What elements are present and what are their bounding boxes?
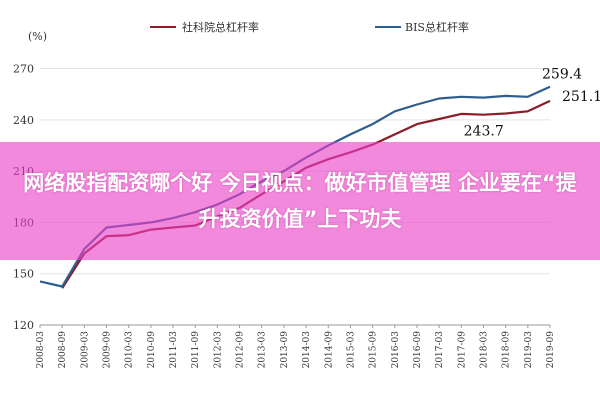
x-tick-label: 2008-09 <box>58 331 68 369</box>
x-tick-label: 2014-09 <box>324 331 334 369</box>
annotation-label: 259.4 <box>542 67 582 83</box>
legend-label-series-1: 社科院总杠杆率 <box>182 20 259 34</box>
x-tick-label: 2009-09 <box>103 331 113 369</box>
y-tick-label: 240 <box>13 114 34 127</box>
x-tick-label: 2009-03 <box>80 331 90 369</box>
x-tick-label: 2017-09 <box>457 331 467 369</box>
x-tick-label: 2010-03 <box>125 331 135 369</box>
x-tick-label: 2019-03 <box>524 331 534 369</box>
x-tick-label: 2012-09 <box>236 331 246 369</box>
legend: 社科院总杠杆率 BIS总杠杆率 <box>150 20 469 34</box>
y-unit-label: (%) <box>28 30 47 43</box>
x-tick-label: 2008-03 <box>36 331 46 369</box>
x-tick-label: 2016-03 <box>391 331 401 369</box>
x-tick-label: 2015-03 <box>346 331 356 369</box>
headline-text[interactable]: 网络股指配资哪个好 今日视点：做好市值管理 企业要在“提升投资价值”上下功夫 <box>23 171 577 231</box>
x-tick-label: 2012-03 <box>213 331 223 369</box>
annotation-label: 243.7 <box>464 124 504 140</box>
x-tick-label: 2011-09 <box>191 331 201 369</box>
y-tick-label: 270 <box>13 63 34 76</box>
x-tick-label: 2014-03 <box>302 331 312 369</box>
x-tick-label: 2016-09 <box>413 331 423 369</box>
annotation-layer: 259.4 251.1 243.7 <box>464 67 600 140</box>
x-tick-label: 2019-09 <box>546 331 556 369</box>
x-tick-label: 2017-03 <box>435 331 445 369</box>
legend-label-series-2: BIS总杠杆率 <box>405 20 469 34</box>
y-tick-label: 120 <box>13 319 34 332</box>
x-tick-label: 2013-03 <box>258 331 268 369</box>
x-tick-label: 2018-09 <box>502 331 512 369</box>
x-tick-label: 2011-03 <box>169 331 179 369</box>
x-tick-label: 2015-09 <box>369 331 379 369</box>
annotation-label: 251.1 <box>562 89 600 105</box>
x-tick-label: 2013-09 <box>280 331 290 369</box>
headline-banner[interactable]: 网络股指配资哪个好 今日视点：做好市值管理 企业要在“提升投资价值”上下功夫 <box>0 142 600 260</box>
x-tick-label: 2010-09 <box>147 331 157 369</box>
x-tick-label: 2018-03 <box>479 331 489 369</box>
y-tick-label: 150 <box>13 268 34 281</box>
